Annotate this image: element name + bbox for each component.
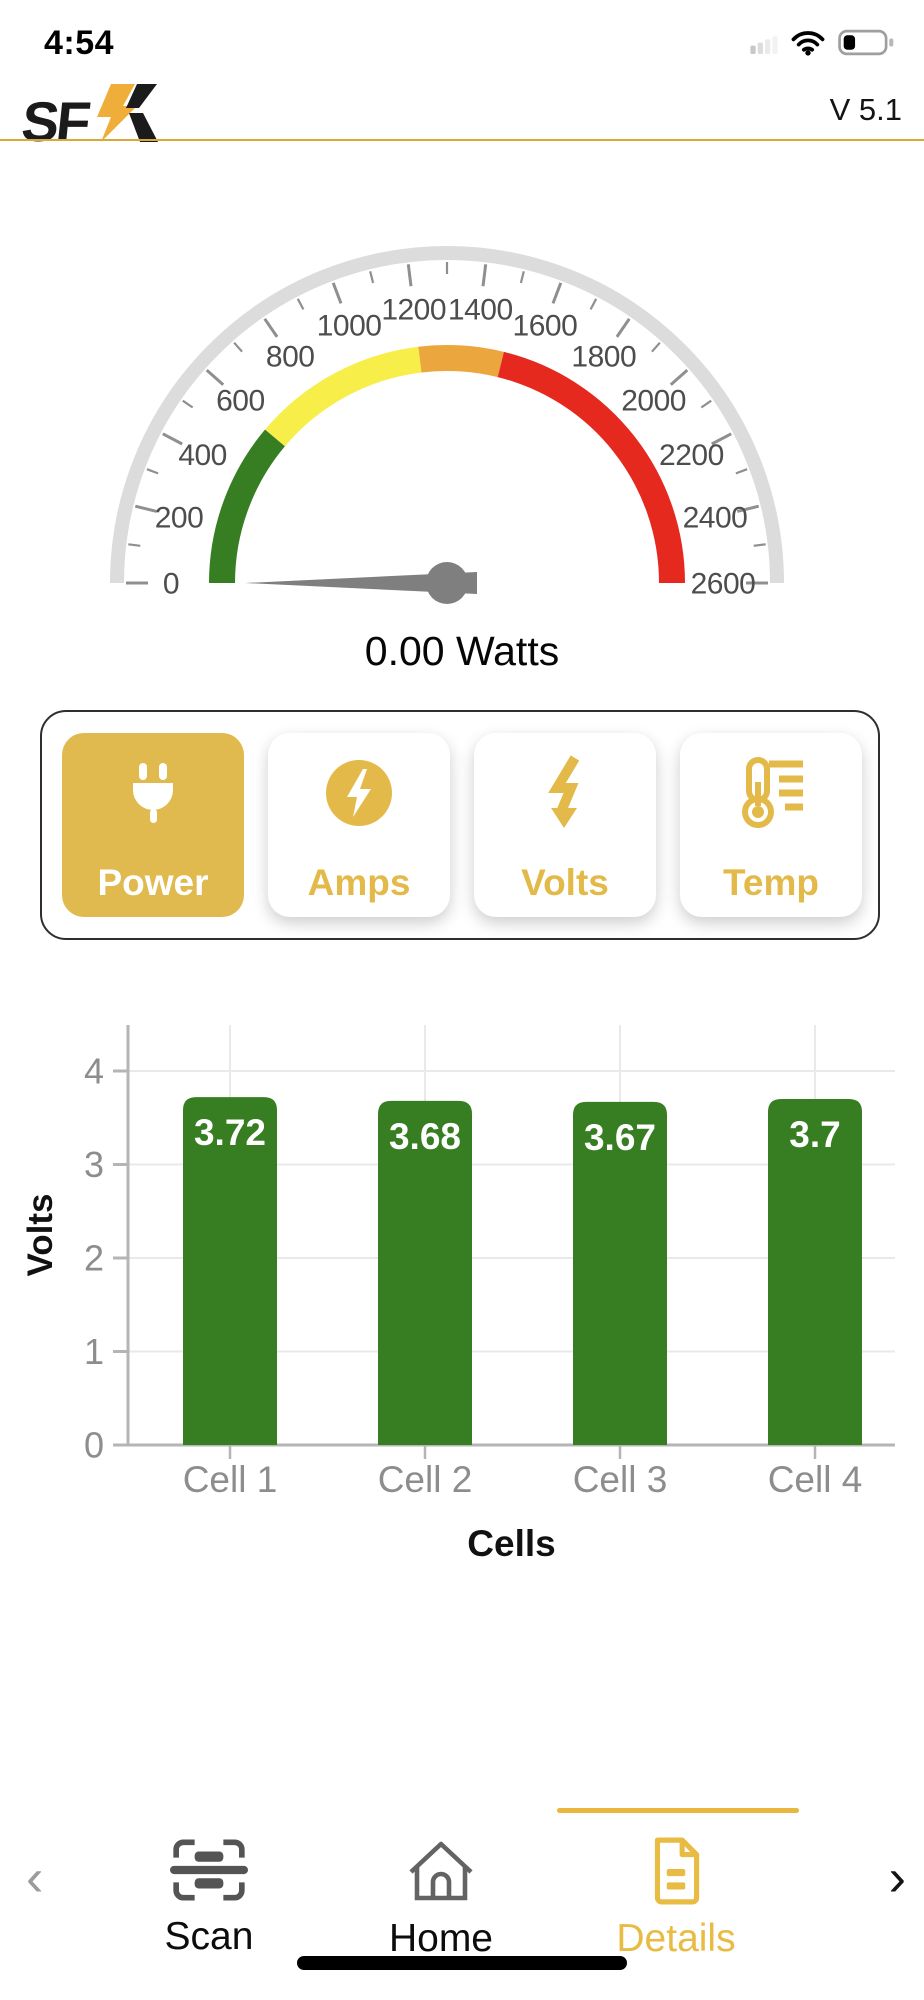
prev-page-chevron-icon[interactable]: ‹ — [26, 1849, 44, 1907]
svg-text:1400: 1400 — [448, 294, 513, 327]
nav-item-details[interactable]: Details — [606, 1836, 746, 1958]
sfk-logo: SF — [19, 84, 160, 153]
svg-text:1600: 1600 — [513, 309, 578, 342]
svg-text:3.7: 3.7 — [789, 1114, 840, 1155]
cellular-icon — [750, 32, 778, 59]
svg-text:3.68: 3.68 — [389, 1116, 461, 1157]
nav-item-home[interactable]: Home — [371, 1836, 511, 1958]
svg-text:3.67: 3.67 — [584, 1117, 656, 1158]
header-divider — [0, 139, 924, 141]
status-time: 4:54 — [44, 24, 115, 62]
svg-text:2400: 2400 — [683, 501, 748, 534]
svg-text:4: 4 — [84, 1051, 104, 1092]
svg-text:Cell 1: Cell 1 — [183, 1459, 278, 1500]
svg-text:1200: 1200 — [381, 294, 446, 327]
tab-temp-label: Temp — [723, 862, 819, 903]
document-icon — [647, 1836, 705, 1911]
svg-text:1: 1 — [84, 1331, 104, 1372]
svg-text:0: 0 — [163, 568, 179, 601]
nav-item-scan[interactable]: Scan — [139, 1836, 279, 1956]
next-page-chevron-icon[interactable]: › — [888, 1849, 906, 1907]
nav-details-label: Details — [616, 1917, 736, 1960]
logo-bolt-k-icon — [90, 84, 160, 147]
svg-text:3: 3 — [84, 1144, 104, 1185]
svg-text:Cell 2: Cell 2 — [378, 1459, 473, 1500]
status-icons — [750, 28, 898, 62]
gauge-reading: 0.00 Watts — [364, 628, 560, 674]
svg-text:2000: 2000 — [621, 385, 686, 418]
svg-text:0: 0 — [84, 1425, 104, 1466]
metric-selector: Power Amps Volts — [40, 710, 880, 940]
wifi-icon — [790, 29, 826, 61]
svg-text:3.72: 3.72 — [194, 1112, 266, 1153]
svg-text:Cells: Cells — [467, 1523, 555, 1564]
svg-text:2600: 2600 — [691, 568, 756, 601]
tab-temp[interactable]: Temp — [680, 733, 862, 917]
svg-text:800: 800 — [266, 340, 315, 373]
bolt-circle-icon — [268, 751, 450, 835]
svg-text:1800: 1800 — [571, 340, 636, 373]
app-version: V 5.1 — [829, 92, 902, 127]
home-indicator-bar[interactable] — [297, 1956, 627, 1970]
active-tab-indicator — [557, 1808, 799, 1813]
svg-text:200: 200 — [155, 501, 204, 534]
svg-text:Cell 4: Cell 4 — [768, 1459, 863, 1500]
svg-text:Cell 3: Cell 3 — [573, 1459, 668, 1500]
bolt-arrow-icon — [474, 751, 656, 835]
tab-amps[interactable]: Amps — [268, 733, 450, 917]
nav-home-label: Home — [388, 1917, 494, 1960]
tab-volts[interactable]: Volts — [474, 733, 656, 917]
scan-icon — [170, 1836, 248, 1909]
cell-volts-chart: 0 1 2 3 4 3.72 Cell 1 3.68 Cell 2 3.67 Cell 3 3.7 Ce… — [21, 1025, 895, 1564]
svg-text:Volts: Volts — [21, 1194, 60, 1277]
battery-icon — [838, 28, 898, 62]
svg-text:600: 600 — [216, 385, 265, 418]
plug-icon — [62, 751, 244, 835]
svg-text:2200: 2200 — [659, 439, 724, 472]
tab-power[interactable]: Power — [62, 733, 244, 917]
svg-text:400: 400 — [178, 439, 227, 472]
tab-amps-label: Amps — [307, 862, 411, 903]
home-icon — [402, 1836, 480, 1911]
tab-volts-label: Volts — [521, 862, 609, 903]
svg-text:2: 2 — [84, 1238, 104, 1279]
thermometer-icon — [680, 751, 862, 835]
tab-power-label: Power — [97, 862, 209, 903]
nav-scan-label: Scan — [164, 1915, 254, 1958]
svg-text:1000: 1000 — [317, 309, 382, 342]
